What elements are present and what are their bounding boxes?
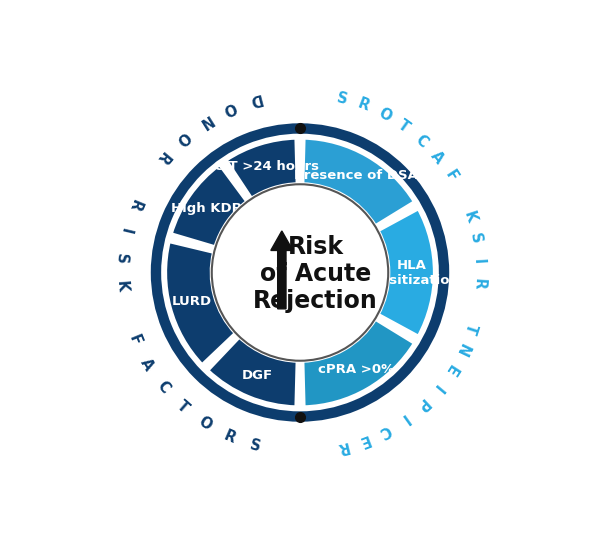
Text: Rejection: Rejection bbox=[253, 289, 378, 313]
Text: R: R bbox=[356, 96, 372, 114]
Text: P: P bbox=[412, 395, 431, 413]
Text: I: I bbox=[471, 258, 487, 264]
Text: S: S bbox=[335, 90, 349, 107]
Text: R: R bbox=[221, 428, 237, 446]
Text: I: I bbox=[118, 227, 134, 235]
Text: K: K bbox=[113, 280, 130, 293]
FancyArrow shape bbox=[271, 231, 293, 309]
Text: O: O bbox=[376, 105, 394, 124]
Text: Presence of DSA: Presence of DSA bbox=[294, 169, 418, 183]
Text: K: K bbox=[461, 209, 479, 225]
Text: A: A bbox=[137, 356, 156, 374]
Wedge shape bbox=[377, 208, 435, 337]
Text: LURD: LURD bbox=[172, 295, 212, 308]
Text: HLA
sensitization: HLA sensitization bbox=[364, 258, 460, 287]
Text: A: A bbox=[428, 148, 446, 167]
Text: N: N bbox=[452, 341, 471, 358]
Text: O: O bbox=[220, 99, 238, 117]
Text: High KDPI: High KDPI bbox=[171, 202, 246, 215]
Text: Risk: Risk bbox=[287, 234, 344, 258]
Text: E: E bbox=[442, 361, 460, 378]
Text: C: C bbox=[412, 132, 431, 150]
Text: O: O bbox=[195, 414, 214, 434]
Text: N: N bbox=[195, 111, 214, 131]
Text: S: S bbox=[467, 232, 484, 245]
Text: S: S bbox=[248, 437, 262, 455]
Wedge shape bbox=[151, 123, 449, 422]
Text: R: R bbox=[335, 438, 349, 455]
Wedge shape bbox=[226, 137, 298, 199]
Text: I: I bbox=[397, 411, 410, 426]
Text: CIT >24 hours: CIT >24 hours bbox=[214, 160, 319, 173]
Text: F: F bbox=[125, 333, 143, 348]
Text: T: T bbox=[461, 321, 479, 336]
Text: D: D bbox=[248, 90, 263, 108]
Wedge shape bbox=[165, 241, 236, 365]
Text: R: R bbox=[471, 278, 487, 290]
Text: C: C bbox=[376, 421, 393, 439]
Text: DGF: DGF bbox=[242, 369, 273, 382]
Text: F: F bbox=[442, 167, 460, 184]
Wedge shape bbox=[207, 336, 298, 408]
Wedge shape bbox=[302, 319, 415, 408]
Circle shape bbox=[212, 184, 388, 361]
Wedge shape bbox=[302, 137, 415, 226]
Text: T: T bbox=[395, 118, 412, 136]
Text: I: I bbox=[430, 380, 445, 395]
Text: E: E bbox=[356, 431, 371, 449]
Text: R: R bbox=[125, 197, 143, 213]
Text: T: T bbox=[173, 398, 191, 416]
Wedge shape bbox=[170, 164, 248, 247]
Text: cPRA >0%: cPRA >0% bbox=[317, 362, 394, 376]
Text: R: R bbox=[154, 148, 172, 167]
Text: S: S bbox=[113, 253, 130, 264]
Text: C: C bbox=[154, 379, 172, 397]
Text: of Acute: of Acute bbox=[260, 262, 371, 286]
Text: O: O bbox=[173, 128, 192, 147]
